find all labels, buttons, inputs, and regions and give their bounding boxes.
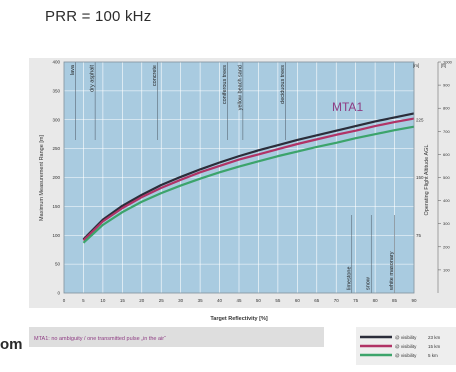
y-axis-label: Maximum Measurement Range [m] (39, 135, 45, 221)
x-tick-label: 50 (256, 298, 262, 303)
material-markers (75, 62, 395, 293)
x-tick-label: 85 (392, 298, 398, 303)
series-line (82, 117, 415, 242)
y-tick-label: 250 (52, 146, 60, 151)
y-tick-label: 150 (52, 204, 60, 209)
y-tick-label: 400 (52, 60, 60, 65)
legend-series-name: @ visibility (395, 335, 417, 340)
y2-unit-m: [m] (413, 63, 419, 68)
material-labels: lava dry asphalt concrete coniferous trees y… (70, 64, 395, 291)
y2-ft-tick-label: 900 (443, 83, 450, 88)
note-box (29, 327, 324, 347)
legend-visibility: 5 km (428, 353, 438, 358)
y2-tick-labels: 75 150 225 100 200 300 400 500 600 700 800 900 1000 (416, 60, 453, 293)
y-tick-label: 350 (52, 88, 60, 93)
y2-axis-title: Operating Flight Altitude AGL (424, 145, 430, 216)
legend-series-name: @ visibility (395, 353, 417, 358)
x-axis-label: Target Reflectivity [%] (210, 316, 268, 322)
y2-ft-tick-label: 200 (443, 244, 450, 249)
x-tick-label: 70 (334, 298, 340, 303)
note-text: MTA1: no ambiguity / one transmitted pul… (34, 336, 166, 342)
material-label: white masonary (389, 251, 395, 291)
y2-m-tick-label: 75 (416, 233, 422, 238)
x-tick-label: 35 (198, 298, 204, 303)
material-label: yellow beach sand (237, 65, 243, 110)
mta-zone-label: MTA1 (332, 100, 363, 114)
side-fragment-text: om (0, 336, 23, 353)
y2-ft-tick-label: 1000 (443, 60, 453, 65)
x-tick-label: 55 (275, 298, 281, 303)
series-lines (82, 112, 415, 244)
x-tick-label: 10 (100, 298, 106, 303)
material-label: limestone (346, 266, 352, 290)
x-tick-label: 40 (217, 298, 223, 303)
y-tick-label: 100 (52, 233, 60, 238)
material-label: deciduous trees (280, 65, 286, 104)
material-label: snow (366, 277, 372, 290)
material-label: concrete (152, 65, 158, 86)
y2-m-tick-label: 150 (416, 175, 424, 180)
y-tick-label: 50 (55, 262, 61, 267)
x-tick-label: 25 (159, 298, 165, 303)
y2-unit-ft: [ft] (441, 63, 446, 68)
material-label: coniferous trees (222, 65, 228, 104)
y2-ft-tick-label: 500 (443, 175, 450, 180)
x-tick-label: 5 (82, 298, 85, 303)
header-prr-text: PRR = 100 kHz (45, 8, 152, 25)
y2-ft-tick-label: 400 (443, 198, 450, 203)
x-tick-label: 30 (178, 298, 184, 303)
y-tick-labels: 0 50 100 150 200 250 300 350 400 (52, 60, 60, 296)
x-tick-label: 15 (120, 298, 126, 303)
x-tick-label: 90 (411, 298, 417, 303)
x-tick-label: 60 (295, 298, 301, 303)
plot-border (63, 61, 415, 294)
y-tick-label: 200 (52, 175, 60, 180)
legend: @ visibility 23 km @ visibility 15 km @ visi… (360, 335, 441, 358)
legend-visibility: 15 km (428, 344, 441, 349)
y2-ft-tick-label: 300 (443, 221, 450, 226)
y2-ft-tick-label: 600 (443, 152, 450, 157)
x-tick-label: 20 (139, 298, 145, 303)
x-tick-label: 75 (353, 298, 359, 303)
x-tick-label: 80 (373, 298, 379, 303)
material-label: dry asphalt (90, 65, 96, 92)
legend-visibility: 23 km (428, 335, 441, 340)
y-tick-label: 0 (57, 291, 60, 296)
x-tick-label: 0 (63, 298, 66, 303)
y-tick-label: 300 (52, 117, 60, 122)
y2-ft-tick-label: 700 (443, 129, 450, 134)
y2-m-tick-label: 225 (416, 117, 424, 122)
material-label: lava (70, 64, 76, 75)
x-tick-labels: 0 5 10 15 20 25 30 35 40 45 50 55 60 65 70 75 80 85 90 (63, 298, 417, 303)
series-line (82, 112, 415, 241)
series-line (82, 125, 415, 244)
y2-ft-tick-label: 800 (443, 106, 450, 111)
legend-series-name: @ visibility (395, 344, 417, 349)
x-tick-label: 65 (314, 298, 320, 303)
x-tick-label: 45 (236, 298, 242, 303)
y2-ft-tick-label: 100 (443, 267, 450, 272)
